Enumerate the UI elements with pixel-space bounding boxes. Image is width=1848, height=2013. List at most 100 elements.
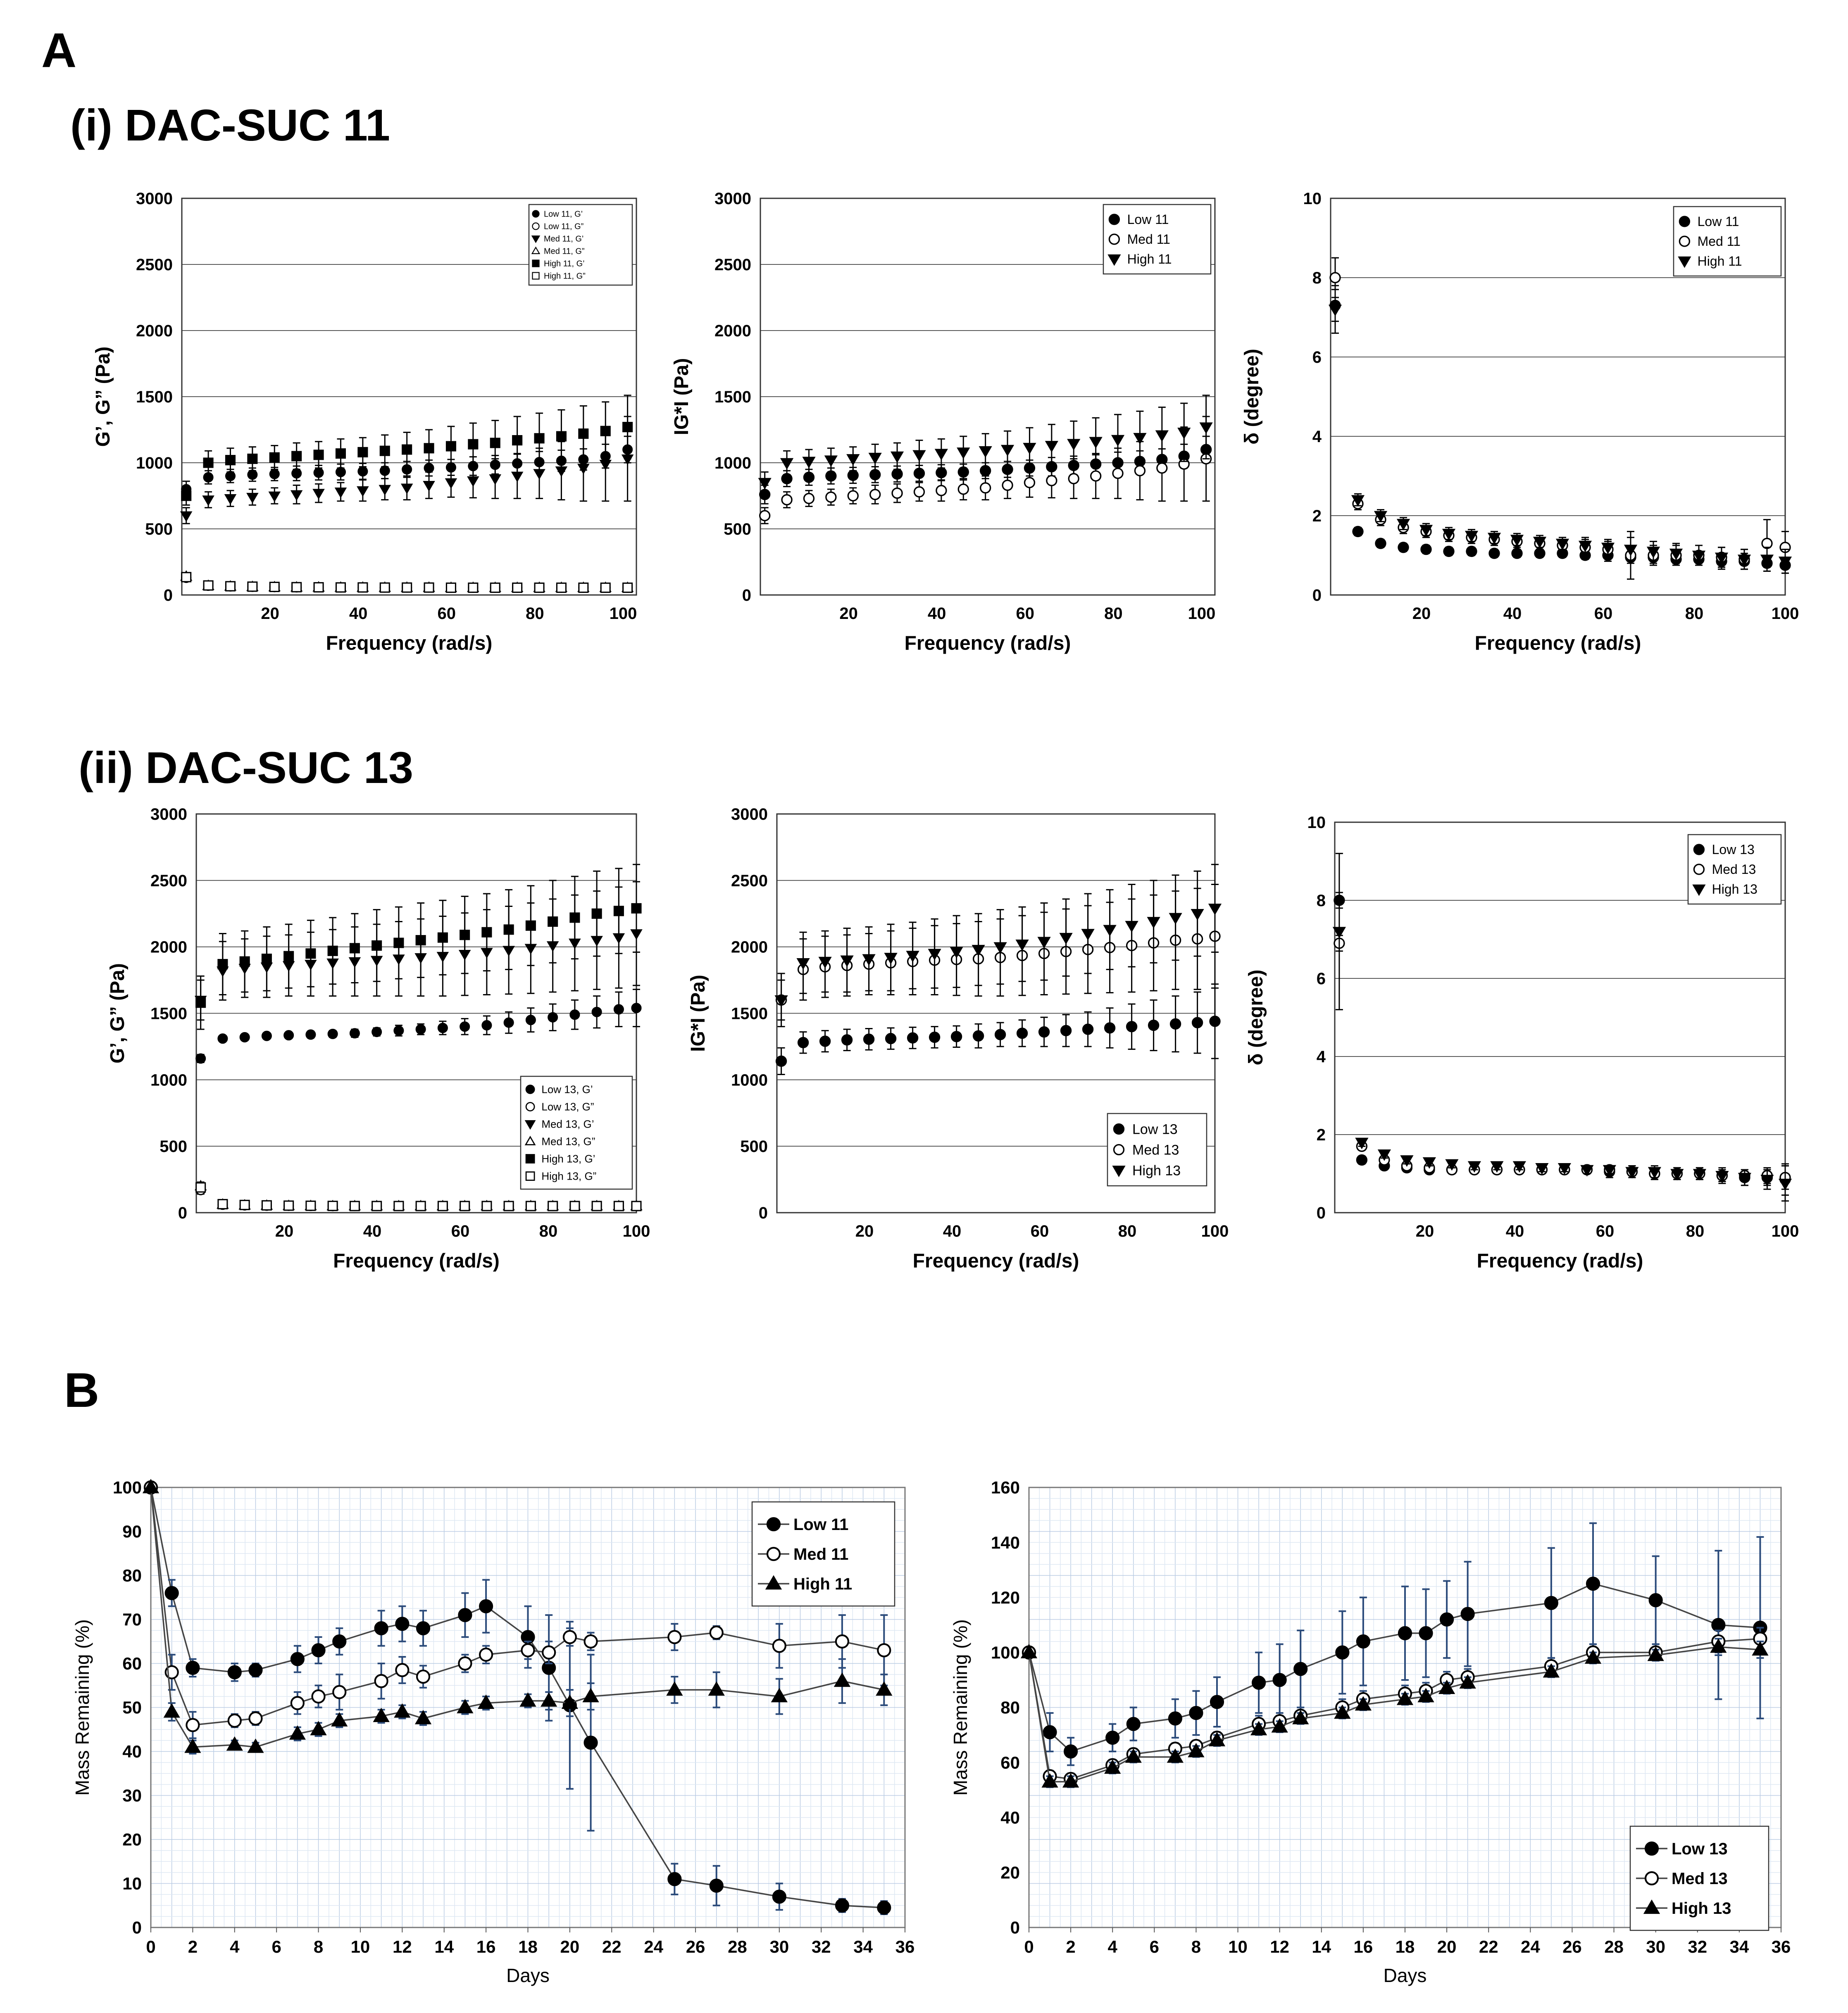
legend-item-high-11: High 11	[758, 1575, 852, 1593]
x-tick-label: 60	[1594, 604, 1613, 623]
legend-label: High 11, G’	[544, 259, 585, 269]
x-tick-label: 12	[393, 1937, 412, 1956]
legend-item-high-13-g: High 13, G’	[525, 1153, 595, 1165]
data-point	[247, 469, 258, 480]
data-point	[1169, 913, 1182, 925]
data-point	[1024, 477, 1036, 488]
legend-marker	[766, 1547, 781, 1561]
x-tick-label: 8	[1191, 1937, 1201, 1956]
legend-marker	[532, 259, 540, 267]
data-point	[424, 443, 434, 454]
x-tick-label: 22	[602, 1937, 622, 1956]
x-tick-label: 0	[146, 1937, 155, 1956]
chart-a5: 0 500 1000 1500 2000 2500 3000 20 40 60 80 100 Frequ…	[687, 805, 1229, 1272]
legend-marker	[1644, 1841, 1659, 1856]
y-tick-label: 500	[145, 520, 173, 538]
data-point	[1535, 1163, 1549, 1175]
x-axis-label: Frequency (rad/s)	[333, 1250, 500, 1272]
data-point	[203, 580, 214, 591]
x-tick-label: 4	[230, 1937, 240, 1956]
x-tick-label: 24	[1521, 1937, 1540, 1956]
data-point	[929, 1031, 941, 1043]
y-tick-label: 1000	[714, 454, 751, 472]
data-point	[283, 1200, 294, 1211]
x-tick-label: 4	[1108, 1937, 1118, 1956]
data-point	[460, 1021, 470, 1032]
legend-label: Low 11, G’	[544, 210, 583, 219]
legend-label: Low 11	[793, 1516, 848, 1534]
data-point	[1419, 1626, 1433, 1640]
data-point	[818, 957, 832, 968]
x-axis-label: Days	[506, 1965, 550, 1986]
data-point	[1126, 1717, 1141, 1731]
y-tick-label: 1500	[714, 388, 751, 406]
data-point	[1646, 547, 1660, 558]
x-tick-label: 34	[853, 1937, 873, 1956]
data-point	[1557, 1163, 1572, 1175]
legend-marker	[1643, 1899, 1660, 1914]
y-tick-label: 0	[132, 1918, 142, 1937]
legend-item-low-11-g: Low 11, G”	[532, 222, 583, 231]
x-tick-label: 20	[275, 1222, 294, 1240]
y-axis-label: IG*I (Pa)	[671, 358, 693, 435]
data-point	[1189, 1706, 1203, 1720]
data-point	[803, 493, 815, 504]
legend-label: High 13	[1132, 1163, 1181, 1178]
legend-label: Med 13	[1132, 1142, 1179, 1158]
data-point	[479, 1599, 493, 1613]
data-point	[1778, 1178, 1792, 1190]
data-point	[1208, 904, 1222, 915]
data-point	[631, 903, 642, 914]
data-point	[180, 511, 193, 522]
data-point	[936, 485, 947, 496]
data-point	[468, 582, 479, 593]
data-point	[393, 937, 404, 948]
series-line	[1028, 1583, 1760, 1752]
series-med-13	[1334, 935, 1791, 1190]
data-point	[1737, 554, 1751, 566]
data-point	[775, 1055, 787, 1067]
data-point	[950, 947, 963, 959]
data-point	[305, 948, 316, 959]
y-tick-label: 80	[122, 1566, 142, 1585]
data-point	[847, 490, 859, 502]
y-tick-label: 4	[1312, 428, 1322, 446]
data-point	[490, 582, 500, 593]
x-tick-label: 40	[349, 604, 368, 623]
data-point	[1037, 937, 1051, 949]
legend-item-med-11-g: Med 11, G’	[531, 235, 583, 244]
legend-item-low-11: Low 11	[758, 1516, 848, 1534]
data-point	[1670, 1169, 1684, 1181]
data-point	[1488, 547, 1500, 559]
data-point	[1355, 1137, 1369, 1149]
data-point	[1586, 1576, 1600, 1591]
data-point	[269, 581, 280, 592]
x-tick-label: 28	[1604, 1937, 1624, 1956]
legend: Low 11 Med 11 High 11	[1673, 206, 1782, 277]
data-point	[772, 1639, 786, 1653]
chart-a1: 0 500 1000 1500 2000 2500 3000 20 40 60 80 100 Frequ…	[92, 190, 637, 654]
data-point	[1438, 1680, 1455, 1694]
data-point	[261, 1200, 272, 1211]
data-point	[1045, 441, 1058, 452]
data-point	[1133, 433, 1147, 445]
legend-marker	[525, 1171, 535, 1181]
data-point	[374, 1621, 388, 1635]
x-tick-label: 26	[686, 1937, 705, 1956]
x-tick-label: 6	[271, 1937, 281, 1956]
data-point	[1752, 1641, 1769, 1656]
legend-marker	[1678, 256, 1691, 268]
data-point	[819, 1035, 831, 1047]
data-point	[1601, 543, 1615, 554]
legend-item-med-13-g: Med 13, G’	[524, 1118, 594, 1130]
data-point	[283, 1030, 294, 1041]
data-point	[1624, 545, 1638, 557]
x-tick-label: 16	[476, 1937, 496, 1956]
y-tick-label: 50	[122, 1698, 142, 1717]
data-point	[460, 930, 470, 940]
data-point	[1400, 1155, 1414, 1167]
data-point	[613, 906, 624, 916]
data-point	[869, 489, 881, 500]
